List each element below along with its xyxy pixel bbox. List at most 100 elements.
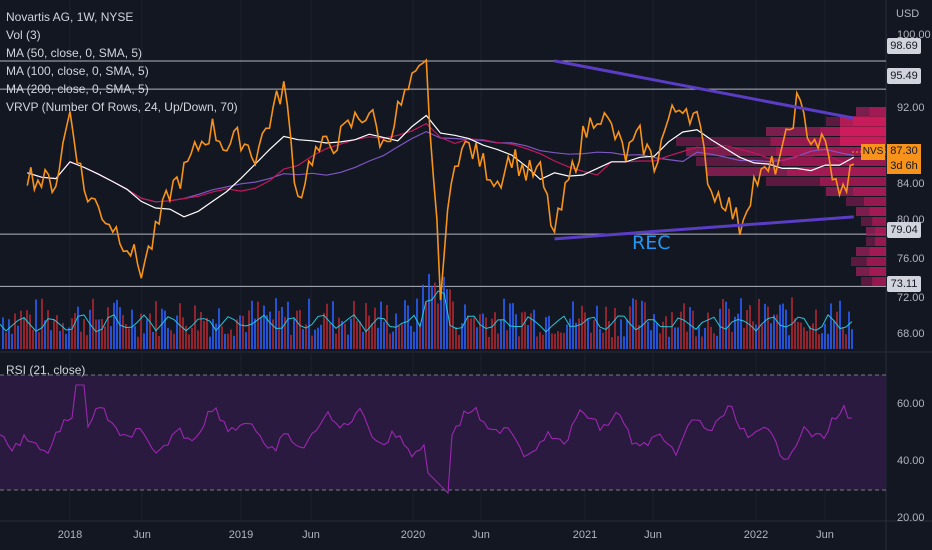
volume-bar [443,276,445,349]
volume-ma-line [0,290,853,333]
volume-bar [542,334,544,349]
volume-bar [737,313,739,349]
volume-bar [668,336,670,349]
volume-bar [89,309,91,349]
volume-bar [677,327,679,349]
time-axis-label: 2022 [743,529,769,541]
level-tag-95-49[interactable]: 95.49 [887,68,921,84]
ma50-line [27,114,855,218]
vrvp-bar-highlight [869,207,886,216]
volume-bar [566,324,568,349]
level-tag-73-11[interactable]: 73.11 [887,276,921,292]
volume-bar [302,328,304,349]
price-axis-tick: 84.00 [897,178,925,190]
volume-bar [581,305,583,349]
volume-bar [251,300,253,349]
ma200-indicator-label[interactable]: MA (200, close, 0, SMA, 5) [6,82,149,96]
volume-bar [755,324,757,349]
volume-bar [623,336,625,349]
volume-bar [260,317,262,349]
volume-bar [320,324,322,349]
volume-bar [590,332,592,349]
volume-bar [404,300,406,349]
volume-bar [308,298,310,349]
volume-bar [389,333,391,349]
vol-indicator-label[interactable]: Vol (3) [6,28,41,42]
rsi-axis-tick: 60.00 [897,398,925,410]
volume-bar [611,336,613,349]
volume-bar [665,316,667,349]
volume-bar [629,306,631,349]
time-axis-label: Jun [816,529,834,541]
volume-bar [839,300,841,349]
volume-bar [161,308,163,349]
volume-bar [341,320,343,349]
volume-bar [59,330,61,349]
vrvp-indicator-label[interactable]: VRVP (Number Of Rows, 24, Up/Down, 70) [6,100,238,114]
volume-bar [851,329,853,349]
volume-bar [53,319,55,349]
volume-bar [263,305,265,349]
volume-bar [794,318,796,349]
volume-bar [77,306,79,349]
volume-bar [17,325,19,349]
rec-annotation[interactable]: REC [632,232,671,254]
volume-bar [599,328,601,349]
volume-bar [557,331,559,349]
rsi-indicator-label[interactable]: RSI (21, close) [6,363,86,377]
volume-bar [806,331,808,349]
volume-bar [8,319,10,349]
ma100-indicator-label[interactable]: MA (100, close, 0, SMA, 5) [6,64,149,78]
price-line [26,58,855,301]
volume-bar [482,313,484,349]
volume-bar [26,310,28,349]
volume-bar [197,330,199,349]
volume-bar [374,307,376,349]
volume-bar [485,317,487,349]
rsi-axis-tick: 40.00 [897,455,925,467]
level-tag-79-04[interactable]: 79.04 [887,222,921,238]
time-axis-label: Jun [644,529,662,541]
volume-bar [206,317,208,349]
volume-bar [515,314,517,349]
volume-bar [68,327,70,349]
ma50-indicator-label[interactable]: MA (50, close, 0, SMA, 5) [6,46,143,60]
volume-bar [92,298,94,349]
volume-bar [350,318,352,349]
volume-bar [32,329,34,349]
vrvp-bar-highlight [776,147,886,156]
symbol-title[interactable]: Novartis AG, 1W, NYSE [6,10,134,24]
volume-bar [101,318,103,349]
volume-bar [530,313,532,349]
volume-bar [635,299,637,349]
volume-bar [650,330,652,349]
volume-bar [683,303,685,349]
ma100-line [27,122,855,203]
volume-bar [452,301,454,349]
volume-bar [125,324,127,349]
time-axis-label: Jun [133,529,151,541]
volume-bar [170,330,172,349]
volume-bar [527,325,529,349]
volume-bar [344,323,346,349]
vrvp-bar-highlight [869,267,886,276]
volume-bar [269,311,271,349]
volume-bar [560,332,562,349]
volume-bar [848,311,850,349]
volume-bar [314,329,316,349]
currency-label: USD [896,8,920,20]
volume-bar [98,319,100,349]
volume-bar [128,328,130,349]
level-tag-98-69[interactable]: 98.69 [887,38,921,54]
volume-bar [584,312,586,349]
volume-bar [71,318,73,349]
volume-bar [353,300,355,349]
current-price-value: 87.30 [890,145,918,157]
trendline [554,215,854,241]
volume-bar [425,302,427,349]
volume-bar [248,310,250,349]
volume-bar [791,297,793,349]
volume-bar [536,336,538,349]
